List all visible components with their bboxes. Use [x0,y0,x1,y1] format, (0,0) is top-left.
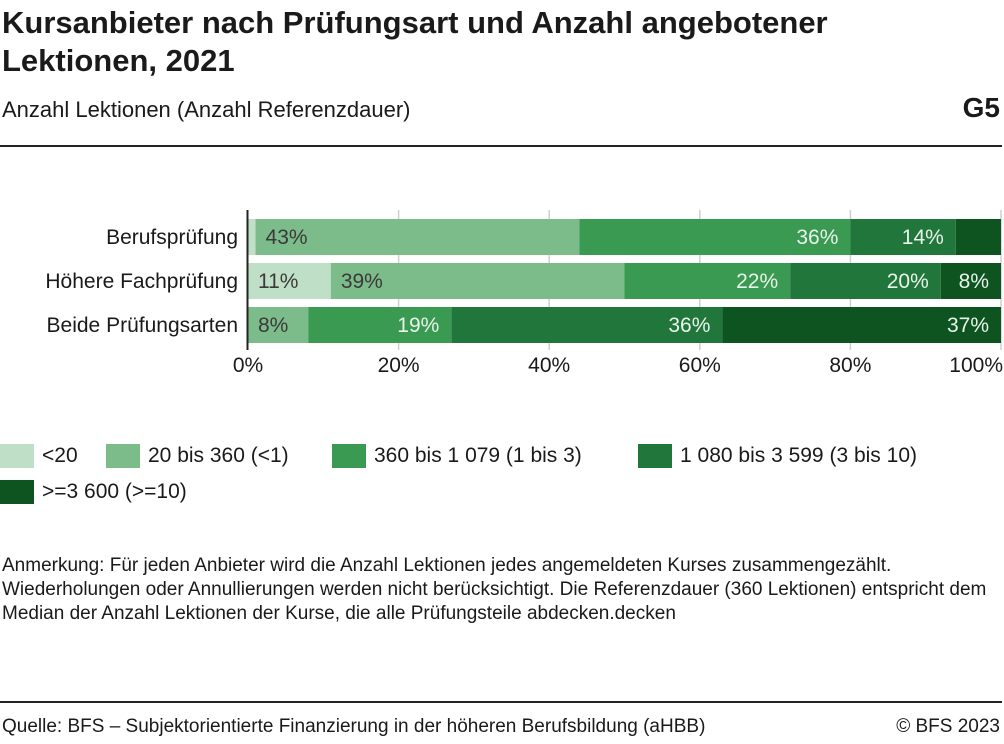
x-tick-label: 80% [829,354,871,377]
bar-segment [248,263,331,299]
bar-segment [255,219,580,255]
bar-segment [308,307,452,343]
bar-segment [248,307,309,343]
bar-segment [451,307,723,343]
top-divider [0,145,1002,147]
data-label: 36% [668,314,710,337]
legend-label: 1 080 bis 3 599 (3 bis 10) [680,444,917,467]
bar-segment [722,307,1001,343]
bar-segment [955,219,1001,255]
data-label: 11% [258,270,298,293]
bottom-divider [0,701,1002,703]
category-label: Höhere Fachprüfung [45,270,238,293]
bar-segment [330,263,625,299]
data-label: 8% [258,314,288,337]
x-tick-label: 0% [233,354,263,377]
chart-note: Anmerkung: Für jeden Anbieter wird die A… [2,555,987,624]
bar-segment [850,219,956,255]
copyright-text: © BFS 2023 [896,716,1000,737]
legend-swatch [0,444,34,468]
data-label: 22% [736,270,778,293]
legend-swatch [106,444,140,468]
data-label: 36% [796,226,838,249]
data-label: 43% [266,226,308,249]
bar-segment [579,219,851,255]
data-label: 20% [887,270,929,293]
data-label: 39% [341,270,383,293]
bar-segment [248,219,256,255]
data-label: 19% [397,314,439,337]
legend-item: >=3 600 (>=10) [0,480,187,504]
source-text: Quelle: BFS – Subjektorientierte Finanzi… [2,716,706,737]
chart-title: Kursanbieter nach Prüfungsart und Anzahl… [2,5,828,78]
legend-item: 360 bis 1 079 (1 bis 3) [332,444,582,468]
legend-item: <20 [0,444,78,468]
x-tick-label: 60% [679,354,721,377]
bar-segment [940,263,1001,299]
data-label: 37% [947,314,989,337]
x-tick-label: 40% [528,354,570,377]
bar-segment [790,263,941,299]
legend-label: 360 bis 1 079 (1 bis 3) [374,444,582,467]
legend-swatch [638,444,672,468]
x-tick-label: 20% [378,354,420,377]
data-label: 8% [959,270,989,293]
data-label: 14% [902,226,944,249]
legend-label: >=3 600 (>=10) [42,480,187,503]
stacked-bar-chart: 0% 20% 40% 60% 80% 100% Berufsprüfung 43% 36% 14%… [45,210,1003,377]
bar-segment [624,263,791,299]
legend-swatch [0,480,34,504]
legend-label: <20 [42,444,78,467]
chart-code: G5 [962,92,1000,123]
category-label: Beide Prüfungsarten [47,314,238,337]
legend-item: 20 bis 360 (<1) [106,444,289,468]
x-tick-label: 100% [949,354,1003,377]
legend-swatch [332,444,366,468]
legend-label: 20 bis 360 (<1) [148,444,289,467]
chart-subtitle: Anzahl Lektionen (Anzahl Referenzdauer) [2,97,411,122]
category-label: Berufsprüfung [106,226,238,249]
legend-item: 1 080 bis 3 599 (3 bis 10) [638,444,917,468]
